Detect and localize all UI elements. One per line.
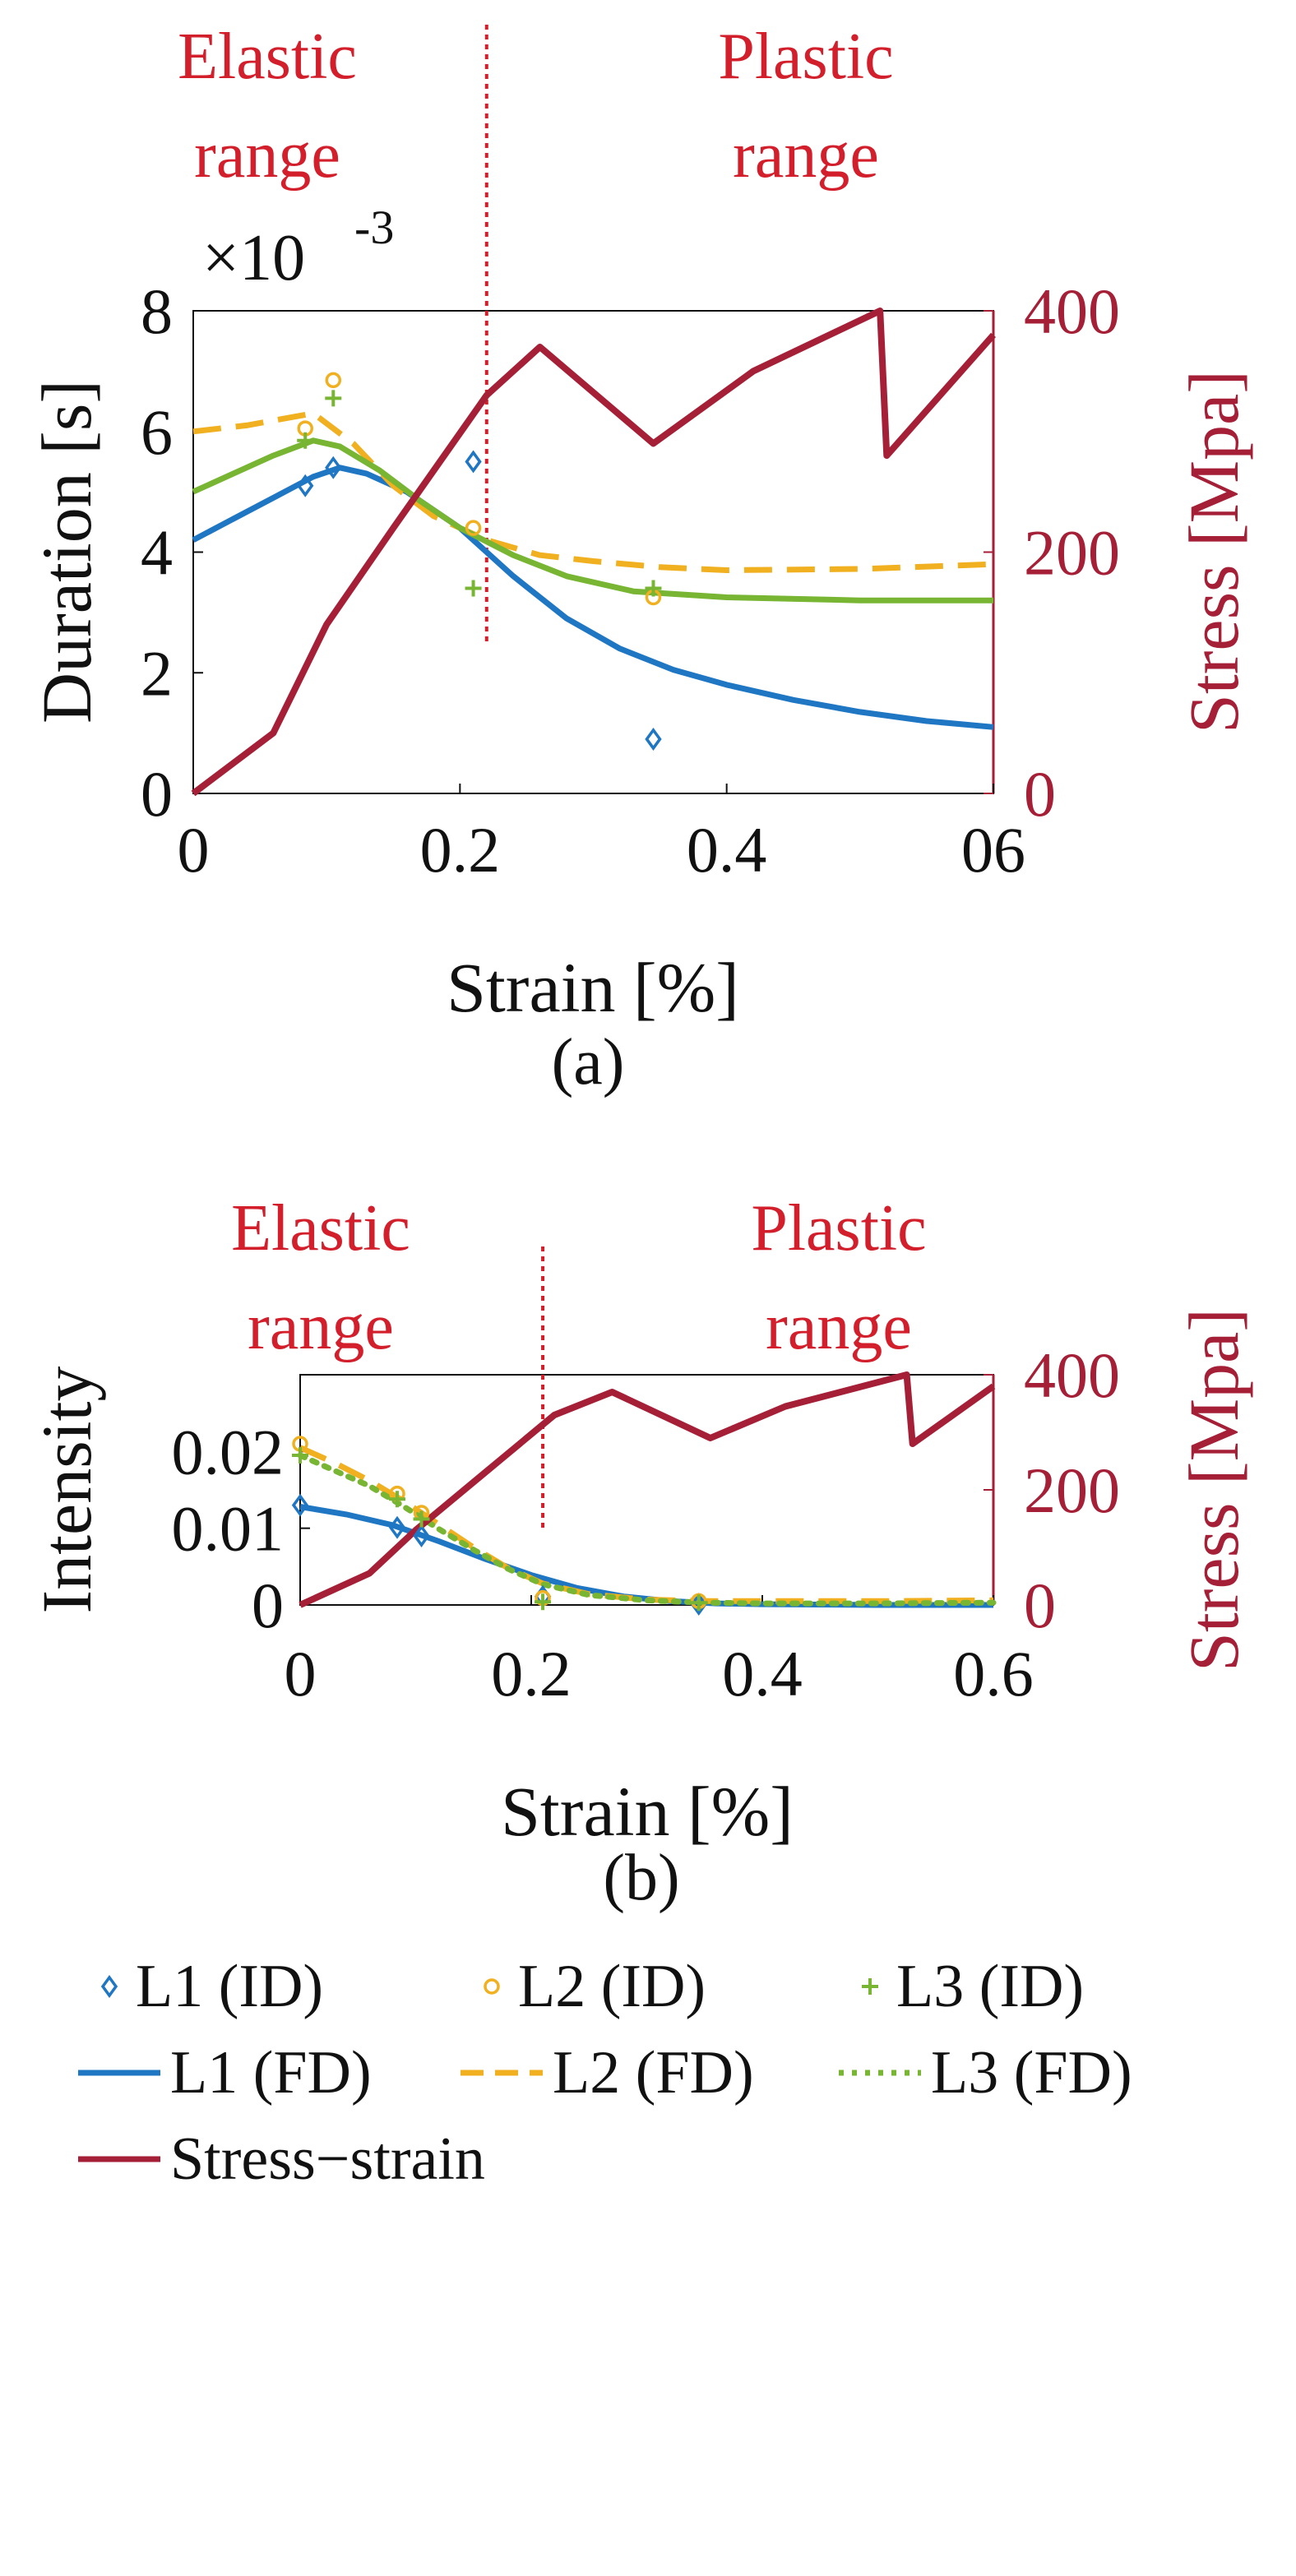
point-l3-id-b-0 bbox=[292, 1447, 308, 1464]
y-tick-label-a-1: 2 bbox=[141, 637, 173, 709]
y2-tick-label-b-2: 400 bbox=[1024, 1339, 1120, 1411]
legend-label-stress-strain: Stress−strain bbox=[170, 2125, 485, 2193]
x-tick-label-a-2: 0.4 bbox=[687, 814, 767, 886]
plastic-range-label-b: range bbox=[766, 1291, 912, 1363]
point-l2-id-a-2 bbox=[465, 520, 482, 536]
exponent-power-a: -3 bbox=[354, 201, 394, 254]
caption-a: (a) bbox=[552, 1026, 625, 1098]
point-l3-id-a-2 bbox=[465, 580, 482, 597]
elastic-range-label-a: range bbox=[194, 119, 340, 192]
caption-b: (b) bbox=[603, 1842, 679, 1914]
point-l3-id-a-3 bbox=[645, 580, 662, 597]
point-l1-id-b-2 bbox=[413, 1524, 430, 1547]
y-tick-label-b-1: 0.01 bbox=[172, 1493, 285, 1565]
legend-label-l1-fd: L1 (FD) bbox=[170, 2039, 372, 2107]
point-l1-id-a-1 bbox=[325, 456, 342, 479]
y-tick-label-a-3: 6 bbox=[141, 396, 173, 468]
y-tick-label-a-0: 0 bbox=[141, 758, 173, 830]
x-axis-label-a: Strain [%] bbox=[447, 948, 739, 1027]
y-axis-label-a: Duration [s] bbox=[27, 380, 106, 724]
series-line-l2-fd-a bbox=[192, 410, 994, 573]
plastic-label-b: Plastic bbox=[751, 1192, 926, 1265]
point-l3-id-a-1 bbox=[325, 390, 342, 407]
y2-tick-label-b-0: 0 bbox=[1024, 1570, 1056, 1641]
plastic-label-a: Plastic bbox=[718, 21, 893, 93]
x-tick-label-a-0: 0 bbox=[178, 814, 210, 886]
plastic-range-label-a: range bbox=[733, 119, 879, 192]
y2-tick-label-a-0: 0 bbox=[1024, 758, 1056, 830]
exponent-label-a: ×10 bbox=[202, 222, 305, 294]
y-tick-label-b-0: 0 bbox=[252, 1570, 284, 1641]
y-tick-label-b-2: 0.02 bbox=[172, 1416, 285, 1487]
x-tick-label-a-3: 06 bbox=[961, 814, 1025, 886]
x-tick-label-b-2: 0.4 bbox=[722, 1638, 803, 1709]
elastic-range-label-b: range bbox=[248, 1291, 394, 1363]
legend-label-l1-id: L1 (ID) bbox=[136, 1953, 323, 2020]
point-l1-id-a-0 bbox=[297, 474, 314, 497]
legend-label-l2-id: L2 (ID) bbox=[518, 1953, 706, 2020]
elastic-label-b: Elastic bbox=[231, 1192, 410, 1265]
point-l3-id-b-2 bbox=[413, 1510, 430, 1528]
point-l2-id-a-1 bbox=[325, 372, 342, 389]
point-l3-id-b-3 bbox=[535, 1593, 552, 1611]
series-line-stress-strain-b bbox=[299, 1371, 996, 1608]
point-l1-id-b-0 bbox=[291, 1493, 309, 1517]
legend-marker-l2-id bbox=[484, 1978, 500, 1995]
series-line-stress-strain-a bbox=[191, 308, 996, 797]
legend-label-l3-fd: L3 (FD) bbox=[931, 2039, 1132, 2107]
elastic-label-a: Elastic bbox=[178, 21, 357, 93]
legend-marker-l1-id bbox=[100, 1975, 118, 1998]
series-line-l3-fd-a bbox=[192, 437, 993, 604]
y-tick-label-a-2: 4 bbox=[141, 517, 173, 589]
y2-tick-label-a-1: 200 bbox=[1024, 517, 1120, 589]
x-tick-label-b-0: 0 bbox=[285, 1638, 317, 1709]
y-axis-label-b: Intensity bbox=[27, 1367, 106, 1614]
legend-label-l2-fd: L2 (FD) bbox=[553, 2039, 754, 2107]
point-l1-id-a-2 bbox=[465, 450, 482, 474]
x-tick-label-a-1: 0.2 bbox=[420, 814, 501, 886]
y-tick-label-a-4: 8 bbox=[141, 275, 173, 347]
point-l3-id-a-0 bbox=[297, 432, 314, 449]
legend-label-l3-id: L3 (ID) bbox=[896, 1953, 1084, 2020]
x-axis-label-b: Strain [%] bbox=[501, 1772, 794, 1851]
point-l1-id-b-1 bbox=[388, 1515, 406, 1539]
y2-axis-label-b: Stress [Mpa] bbox=[1174, 1308, 1253, 1672]
point-l1-id-a-3 bbox=[645, 727, 662, 751]
x-tick-label-b-3: 0.6 bbox=[953, 1638, 1034, 1709]
x-tick-label-b-1: 0.2 bbox=[491, 1638, 572, 1709]
point-l3-id-b-4 bbox=[690, 1594, 707, 1612]
y2-axis-label-a: Stress [Mpa] bbox=[1174, 370, 1253, 733]
legend-marker-l3-id bbox=[862, 1978, 878, 1995]
y2-tick-label-b-1: 200 bbox=[1024, 1454, 1120, 1526]
point-l3-id-b-1 bbox=[389, 1491, 406, 1508]
series-line-l3-fd-b bbox=[297, 1452, 997, 1607]
y2-tick-label-a-2: 400 bbox=[1024, 275, 1120, 347]
